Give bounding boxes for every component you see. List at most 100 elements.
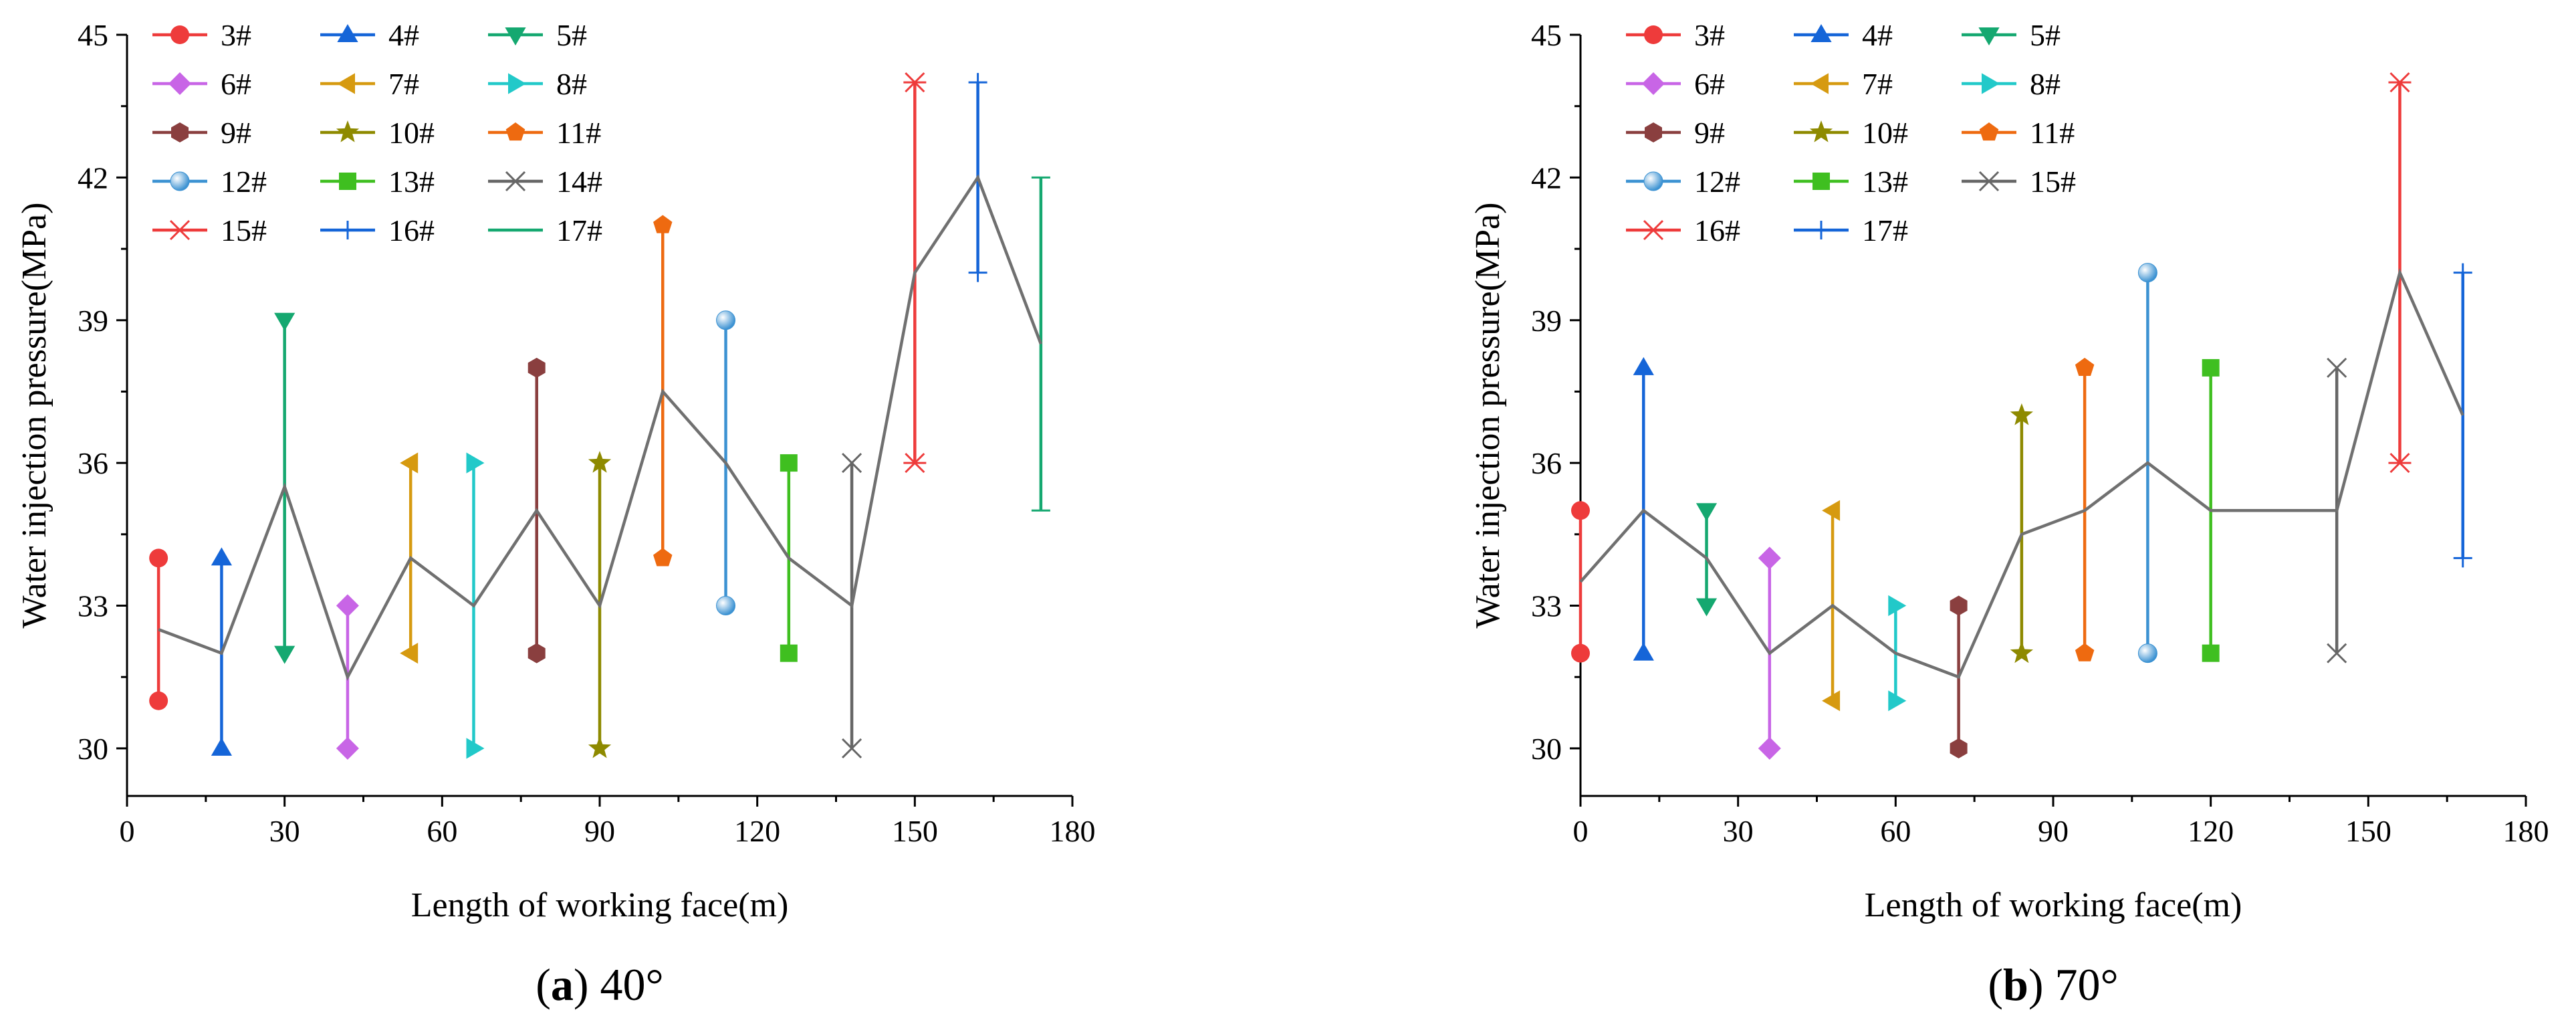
legend-item-11: 11#	[488, 116, 601, 150]
legend-marker	[1644, 25, 1663, 44]
legend-marker-shape	[1978, 27, 2000, 45]
x-tick-label: 0	[120, 814, 135, 848]
legend-label: 8#	[556, 67, 587, 101]
point-low	[274, 645, 296, 664]
legend-label: 5#	[556, 18, 587, 52]
error-bar-3	[1571, 501, 1590, 663]
point-low-shape	[780, 644, 798, 662]
point-high-shape	[653, 215, 673, 233]
point-high	[1888, 595, 1907, 617]
legend-marker-shape	[170, 171, 190, 191]
legend-marker-shape	[505, 122, 525, 141]
y-tick-label: 39	[1531, 304, 1562, 338]
point-low-stroke	[842, 738, 862, 758]
legend-label: 6#	[1694, 67, 1725, 101]
legend-label: 13#	[388, 165, 435, 199]
point-low	[1571, 643, 1590, 663]
point-high	[2327, 357, 2347, 378]
legend-marker-shape	[1810, 24, 1832, 42]
point-high-shape	[588, 451, 612, 473]
point-low	[400, 643, 419, 664]
point-low-shape	[2137, 643, 2157, 664]
legend-marker	[168, 219, 191, 241]
point-high	[653, 215, 673, 233]
legend-label: 11#	[556, 116, 601, 150]
point-low	[2453, 548, 2472, 568]
legend-marker-shape	[171, 122, 189, 142]
point-low	[2388, 453, 2412, 474]
point-high	[1950, 595, 1968, 616]
legend-marker-shape	[1645, 122, 1662, 142]
legend-marker	[505, 27, 526, 45]
point-low	[1758, 736, 1781, 760]
legend-item-7: 7#	[1794, 67, 1893, 101]
point-low	[1695, 598, 1718, 617]
legend-marker-stroke	[505, 171, 526, 192]
point-high-stroke	[2327, 357, 2347, 378]
legend-marker-shape	[1979, 122, 1999, 141]
y-tick-label: 45	[78, 18, 108, 52]
point-low	[1633, 642, 1654, 661]
legend-label: 14#	[556, 165, 602, 199]
legend-marker	[170, 171, 190, 191]
point-low-shape	[466, 738, 485, 759]
point-high-shape	[400, 452, 419, 474]
point-high	[2010, 403, 2033, 425]
legend-item-13: 13#	[1794, 165, 1908, 199]
legend-item-16: 16#	[1626, 213, 1740, 247]
point-high	[466, 452, 485, 474]
legend: 3# 4# 5# 6# 7# 8# 9# 10# 11# 12# 13# 14# 15# 16# 17#	[152, 18, 602, 247]
legend-marker-shape	[1643, 171, 1663, 191]
legend-label: 9#	[221, 116, 251, 150]
legend-marker	[508, 73, 526, 94]
y-tick-label: 42	[1531, 161, 1562, 195]
legend-marker	[337, 73, 355, 94]
point-high	[1822, 500, 1841, 521]
point-low-shape	[1695, 598, 1718, 617]
legend-marker-shape	[1644, 25, 1663, 44]
legend-item-12: 12#	[152, 165, 267, 199]
legend-label: 4#	[1862, 18, 1893, 52]
legend-item-6: 6#	[152, 67, 251, 101]
caption-paren: (	[536, 959, 551, 1010]
point-high-shape	[1758, 546, 1781, 570]
legend-marker	[1645, 122, 1662, 142]
legend: 3# 4# 5# 6# 7# 8# 9# 10# 11# 12# 13# 15# 16# 17#	[1626, 18, 2076, 247]
point-low	[466, 738, 485, 759]
point-high	[211, 547, 232, 566]
point-high-shape	[1695, 503, 1718, 522]
point-high	[2137, 263, 2157, 283]
point-high-shape	[211, 547, 232, 566]
point-high-shape	[336, 594, 359, 617]
point-high-shape	[1822, 500, 1841, 521]
legend-marker-shape	[168, 72, 191, 95]
caption-text: ) 70°	[2028, 959, 2119, 1010]
point-low-shape	[1950, 738, 1968, 758]
x-tick-label: 180	[1050, 814, 1096, 848]
x-tick-label: 0	[1573, 814, 1589, 848]
x-tick-label: 90	[2038, 814, 2069, 848]
point-high	[2453, 263, 2472, 282]
point-high	[528, 357, 546, 378]
point-low	[968, 263, 987, 282]
y-tick-label: 39	[78, 304, 108, 338]
legend-marker	[1642, 219, 1665, 241]
legend-item-4: 4#	[320, 18, 419, 52]
y-tick-label: 45	[1531, 18, 1562, 52]
point-low	[780, 644, 798, 662]
legend-marker-shape	[337, 24, 358, 42]
point-low	[842, 738, 862, 758]
point-low-shape	[336, 736, 359, 760]
point-low	[2202, 644, 2220, 662]
y-tick-label: 30	[78, 732, 108, 766]
caption-paren: (	[1988, 959, 2003, 1010]
point-low-shape	[1758, 736, 1781, 760]
caption-letter: a	[551, 959, 574, 1010]
point-high-shape	[528, 357, 546, 378]
y-axis-title: Water injection pressure(MPa)	[1469, 203, 1507, 629]
point-high	[968, 73, 987, 92]
legend-item-17: 17#	[1794, 213, 1908, 247]
legend-label: 7#	[1862, 67, 1893, 101]
point-high-shape	[1571, 501, 1590, 520]
x-tick-label: 60	[1880, 814, 1911, 848]
